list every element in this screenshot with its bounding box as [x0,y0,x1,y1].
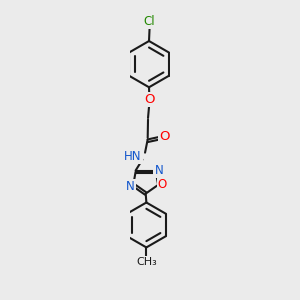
Text: CH₃: CH₃ [136,256,157,267]
Text: O: O [144,93,154,106]
Text: N: N [154,164,163,177]
Text: N: N [126,180,135,193]
Text: O: O [159,130,169,143]
Text: O: O [158,178,167,191]
Text: Cl: Cl [144,15,155,28]
Text: HN: HN [124,150,142,163]
